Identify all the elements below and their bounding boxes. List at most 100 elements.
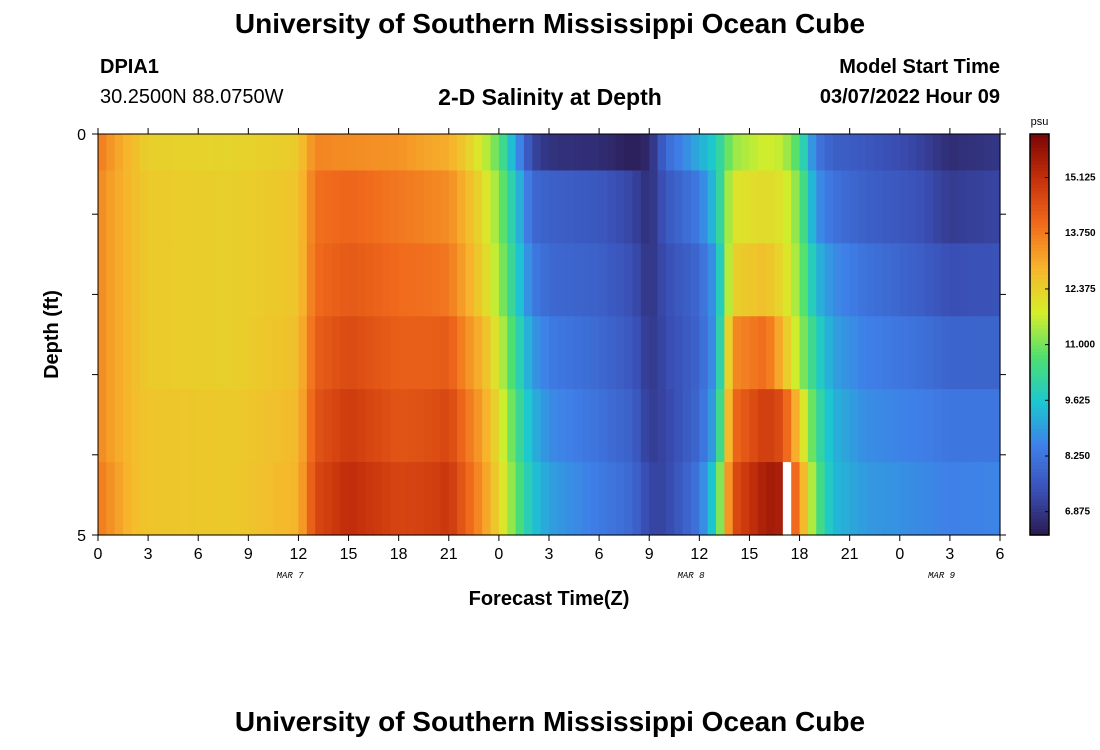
heatmap-cell xyxy=(398,316,408,390)
heatmap-cell xyxy=(532,462,542,536)
colorbar-frame xyxy=(1029,133,1050,536)
heatmap-cell xyxy=(273,243,283,317)
date-label: MAR 9 xyxy=(928,571,956,581)
colorbar-tick-label: 15.125 xyxy=(1065,173,1096,184)
heatmap-cell xyxy=(256,389,266,463)
colorbar-segment xyxy=(1030,304,1049,309)
heatmap-cell xyxy=(899,170,909,244)
heatmap-cell xyxy=(624,316,634,390)
colorbar-segment xyxy=(1030,150,1049,155)
heatmap-cell xyxy=(173,243,183,317)
heatmap-cell xyxy=(991,170,1001,244)
heatmap-cell xyxy=(356,170,366,244)
heatmap-cell xyxy=(590,389,600,463)
heatmap-cell xyxy=(298,243,308,317)
heatmap-cell xyxy=(858,462,867,536)
heatmap-cell xyxy=(365,316,375,390)
heatmap-cell xyxy=(498,170,508,244)
heatmap-cell xyxy=(732,462,742,536)
heatmap-cell xyxy=(540,243,550,317)
axes: 0 3 6 9 12 15 18 21 0 3 6 9 12 15 18 21 0 3 6 MAR 7 MAR 8 MAR… xyxy=(77,127,1006,581)
heatmap-cell xyxy=(473,170,483,244)
heatmap-cell xyxy=(473,134,483,172)
colorbar-segment xyxy=(1030,428,1049,433)
colorbar-segment xyxy=(1030,297,1049,302)
colorbar-segment xyxy=(1030,504,1049,509)
heatmap-cell xyxy=(933,462,943,536)
heatmap-cell xyxy=(966,462,976,536)
heatmap-cell xyxy=(290,134,300,172)
colorbar-segment xyxy=(1030,354,1049,359)
heatmap-cell xyxy=(791,170,801,244)
colorbar-segment xyxy=(1030,478,1049,483)
heatmap-cell xyxy=(782,134,792,172)
heatmap-cell xyxy=(741,389,751,463)
heatmap-cell xyxy=(949,462,959,536)
heatmap-cell xyxy=(139,134,149,172)
heatmap-cell xyxy=(565,389,575,463)
colorbar-segment xyxy=(1030,414,1049,419)
heatmap-cell xyxy=(398,462,408,536)
colorbar-segment xyxy=(1030,337,1049,342)
colorbar-tick-label: 9.625 xyxy=(1065,395,1090,406)
heatmap-cell xyxy=(390,462,400,536)
heatmap-cell xyxy=(690,316,700,390)
colorbar-segment xyxy=(1030,214,1049,219)
colorbar-segment xyxy=(1030,391,1049,396)
heatmap-cell xyxy=(381,170,391,244)
heatmap-cell xyxy=(924,316,934,390)
heatmap-cell xyxy=(824,389,834,463)
heatmap-cell xyxy=(189,316,199,390)
heatmap-cell xyxy=(189,170,199,244)
heatmap-cell xyxy=(432,389,442,463)
colorbar-segment xyxy=(1030,371,1049,376)
heatmap-cell xyxy=(674,134,684,172)
heatmap-cell xyxy=(866,316,876,390)
heatmap-cell xyxy=(899,389,909,463)
heatmap-cell xyxy=(148,134,158,172)
heatmap-cell xyxy=(298,389,308,463)
heatmap-cell xyxy=(281,389,291,463)
heatmap-cell xyxy=(774,134,784,172)
colorbar-segment xyxy=(1030,147,1049,152)
heatmap-cell xyxy=(114,389,124,463)
heatmap-cell xyxy=(866,134,876,172)
heatmap-cell xyxy=(824,243,834,317)
heatmap-cell xyxy=(189,389,199,463)
heatmap-cell xyxy=(891,134,901,172)
heatmap-cell xyxy=(908,462,918,536)
heatmap-cell xyxy=(432,462,442,536)
heatmap-cell xyxy=(766,316,776,390)
colorbar-segment xyxy=(1030,277,1049,282)
x-tick-label: 21 xyxy=(841,546,859,563)
heatmap-cell xyxy=(298,170,308,244)
heatmap-cell xyxy=(507,316,517,390)
heatmap-cell xyxy=(858,316,867,390)
heatmap-cell xyxy=(707,316,717,390)
heatmap-cell xyxy=(866,462,876,536)
y-tick-label: 0 xyxy=(77,127,86,144)
heatmap-cell xyxy=(523,389,533,463)
colorbar-segment xyxy=(1030,531,1049,536)
heatmap-cell xyxy=(281,134,291,172)
heatmap-cell xyxy=(265,462,274,536)
heatmap-cell xyxy=(682,462,692,536)
heatmap-cell xyxy=(482,170,492,244)
colorbar-segment xyxy=(1030,341,1049,346)
heatmap-cell xyxy=(315,134,325,172)
heatmap-cell xyxy=(273,134,283,172)
heatmap-cell xyxy=(373,316,383,390)
heatmap-cell xyxy=(858,243,867,317)
heatmap-cell xyxy=(532,243,542,317)
colorbar-segment xyxy=(1030,224,1049,229)
colorbar-segment xyxy=(1030,431,1049,436)
heatmap-cell xyxy=(632,134,642,172)
heatmap-cell xyxy=(239,243,249,317)
heatmap-cell xyxy=(807,316,817,390)
heatmap-cell xyxy=(958,134,968,172)
x-tick-label: 15 xyxy=(340,546,358,563)
heatmap-cell xyxy=(849,170,859,244)
heatmap-cell xyxy=(106,170,116,244)
heatmap-cell xyxy=(482,389,492,463)
heatmap-cell xyxy=(98,170,107,244)
